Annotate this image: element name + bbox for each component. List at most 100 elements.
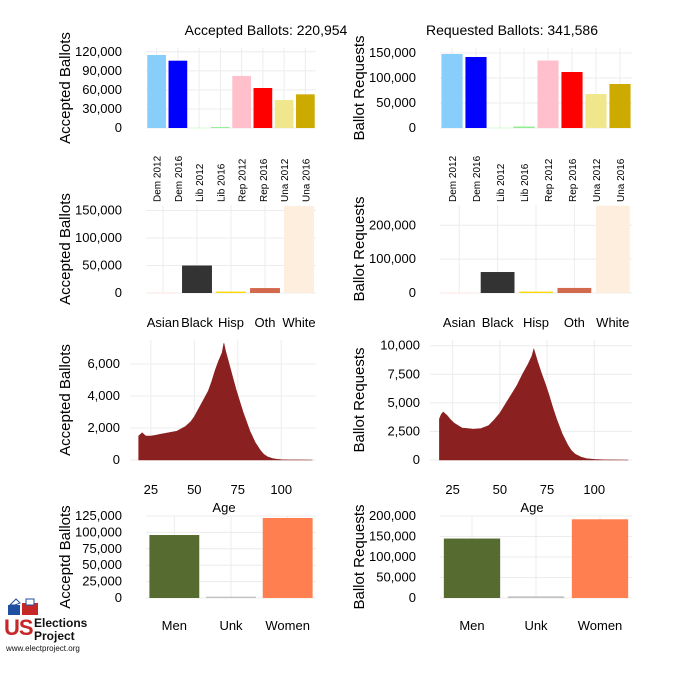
- x-tick-label: 100: [583, 482, 605, 497]
- x-tick-label: White: [282, 315, 315, 330]
- logo-line1: Elections: [34, 616, 88, 630]
- x-tick-label: Men: [459, 618, 484, 633]
- bar-rep-2016: [253, 88, 273, 128]
- y-tick-label: 30,000: [82, 101, 122, 116]
- x-tick-label: Asian: [147, 315, 180, 330]
- bar-dem-2016: [465, 57, 487, 128]
- bar-women: [571, 519, 629, 598]
- y-tick-label: 90,000: [82, 63, 122, 78]
- y-axis-label: Ballot Requests: [351, 347, 368, 452]
- y-axis-label: Ballot Requests: [351, 504, 368, 609]
- y-tick-label: 120,000: [75, 44, 122, 59]
- bar-una-2016: [609, 84, 631, 128]
- bar-rep-2012: [537, 60, 559, 128]
- party-requested-chart: Requested Ballots: 341,586 Ballot Request…: [351, 22, 632, 202]
- bar-una-2016: [296, 94, 315, 128]
- x-tick-label: Rep 2012: [238, 158, 249, 202]
- bar-hisp: [216, 291, 246, 293]
- logo-line2: Project: [34, 629, 75, 643]
- bar-una-2012: [585, 94, 607, 128]
- y-tick-label: 0: [115, 285, 122, 300]
- y-tick-label: 100,000: [75, 230, 122, 245]
- y-tick-label: 0: [115, 120, 122, 135]
- y-tick-label: 7,500: [387, 366, 420, 381]
- x-tick-label: Dem 2016: [472, 155, 483, 202]
- y-tick-label: 25,000: [82, 574, 122, 589]
- x-tick-label: Una 2016: [301, 158, 312, 202]
- y-tick-label: 10,000: [380, 338, 420, 353]
- bar-men: [149, 535, 200, 598]
- x-tick-label: Black: [181, 315, 213, 330]
- bar-rep-2016: [561, 72, 583, 128]
- bar-white: [595, 205, 630, 293]
- x-tick-label: 50: [493, 482, 507, 497]
- bar-lib-2016: [211, 127, 230, 128]
- y-tick-label: 0: [413, 452, 420, 467]
- y-tick-label: 50,000: [82, 557, 122, 572]
- y-tick-label: 50,000: [376, 570, 416, 585]
- y-tick-label: 2,000: [87, 420, 120, 435]
- party-accepted-chart: Accepted Ballots: 220,954 Accepted Ballot…: [57, 22, 348, 202]
- bar-asian: [148, 292, 178, 294]
- x-tick-label: Unk: [524, 618, 548, 633]
- age-area-series: [138, 343, 313, 461]
- x-tick-label: Una 2012: [592, 158, 603, 202]
- y-tick-label: 200,000: [369, 217, 416, 232]
- bar-oth: [557, 287, 592, 293]
- bar-dem-2012: [147, 54, 166, 128]
- bar-white: [284, 206, 314, 293]
- x-tick-label: 50: [187, 482, 201, 497]
- y-tick-label: 0: [409, 120, 416, 135]
- x-tick-label: White: [596, 315, 629, 330]
- bar-black: [182, 265, 212, 293]
- y-tick-label: 5,000: [387, 395, 420, 410]
- y-tick-label: 0: [113, 452, 120, 467]
- x-tick-label: Asian: [443, 315, 476, 330]
- bar-una-2012: [274, 100, 294, 128]
- y-tick-label: 60,000: [82, 82, 122, 97]
- bar-asian: [442, 292, 477, 294]
- y-tick-label: 50,000: [376, 95, 416, 110]
- y-axis-label: Acceptd Ballots: [57, 505, 74, 608]
- x-axis-label: Age: [212, 500, 235, 515]
- y-tick-label: 0: [409, 590, 416, 605]
- y-tick-label: 150,000: [369, 45, 416, 60]
- x-tick-label: 75: [231, 482, 245, 497]
- x-tick-label: Una 2012: [280, 158, 291, 202]
- bar-men: [443, 538, 501, 598]
- chart-title: Accepted Ballots: 220,954: [185, 22, 348, 38]
- y-tick-label: 6,000: [87, 356, 120, 371]
- x-axis-label: Age: [520, 500, 543, 515]
- y-tick-label: 150,000: [75, 203, 122, 218]
- y-axis-label: Accepted Ballots: [57, 344, 74, 456]
- y-tick-label: 200,000: [369, 508, 416, 523]
- y-tick-label: 2,500: [387, 423, 420, 438]
- age-area-series: [439, 348, 629, 461]
- x-tick-label: Dem 2012: [448, 155, 459, 202]
- x-tick-label: Hisp: [523, 315, 549, 330]
- x-tick-label: Dem 2016: [174, 155, 185, 202]
- bar-unk: [507, 596, 565, 598]
- x-tick-label: 25: [144, 482, 158, 497]
- x-tick-label: Oth: [255, 315, 276, 330]
- race-accepted-chart: Accepted Ballots 0 50,000 100,000 150,000 Asi…: [57, 193, 316, 330]
- y-tick-label: 100,000: [369, 549, 416, 564]
- race-requested-chart: Ballot Requests 0 100,000 200,000 Asian Black…: [351, 196, 632, 330]
- bar-black: [480, 272, 515, 293]
- age-requested-chart: Ballot Requests 0 2,500 5,000 7,500 10,000 25 5…: [351, 338, 632, 515]
- logo-us-text: US: [4, 615, 34, 640]
- x-tick-label: Rep 2016: [259, 158, 270, 202]
- y-tick-label: 150,000: [369, 529, 416, 544]
- x-tick-label: Black: [482, 315, 514, 330]
- x-tick-label: Women: [265, 618, 310, 633]
- y-tick-label: 100,000: [369, 70, 416, 85]
- x-tick-label: Oth: [564, 315, 585, 330]
- x-tick-label: Rep 2012: [544, 158, 555, 202]
- bar-lib-2016: [513, 126, 535, 128]
- bar-women: [262, 517, 313, 598]
- bar-hisp: [519, 291, 553, 293]
- y-tick-label: 75,000: [82, 541, 122, 556]
- x-tick-label: Women: [578, 618, 623, 633]
